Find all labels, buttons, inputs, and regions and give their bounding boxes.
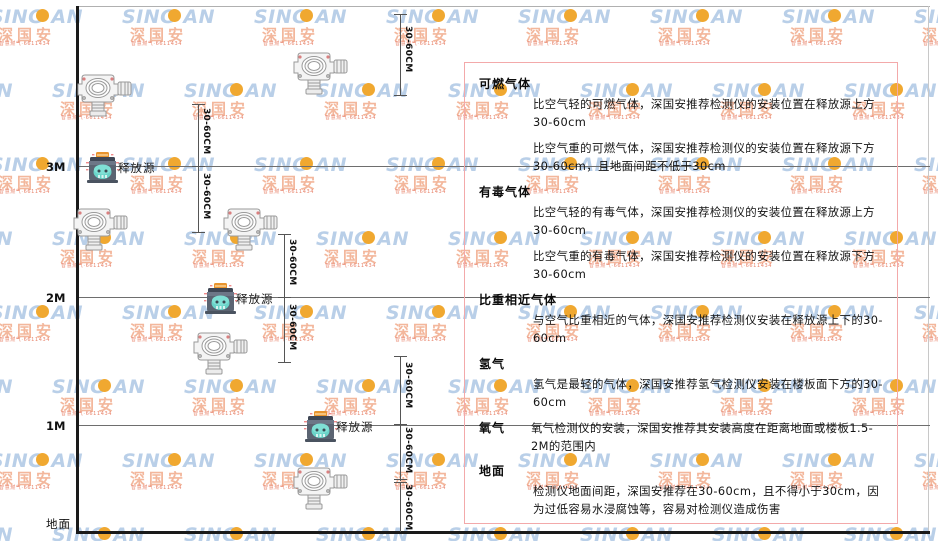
top-border-line [76,6,930,7]
panel-section-heading: 比重相近气体 [479,292,558,307]
level-label-3m: 3M [46,160,66,174]
dimension-label: 30-60CM [403,484,413,531]
panel-section-heading: 地面 [479,463,506,478]
dimension-label: 30-60CM [403,362,413,409]
dimension-label: 30-60CM [403,26,413,73]
level-line-2m [76,297,930,298]
release-source-label: 释放源 [118,161,156,175]
release-source-label: 释放源 [236,292,274,306]
panel-section-paragraph: 比空气重的有毒气体，深国安推荐检测仪的安装位置在释放源下方30-60cm [533,248,875,282]
panel-section-heading: 可燃气体 [479,77,532,91]
x-axis-ground [76,531,930,534]
dimension-label: 30-60CM [287,239,297,286]
release-source-label: 释放源 [336,420,374,434]
dimension-label: 30-60CM [403,427,413,474]
gas-detector-icon [70,202,132,256]
gas-detector-icon [290,46,352,100]
dimension-label: 30-60CM [287,304,297,351]
release-source-icon [204,283,238,319]
release-source-icon [304,411,338,447]
level-label-1m: 1M [46,419,66,433]
dimension-label: 30-60CM [201,108,211,155]
dimension-label: 30-60CM [201,173,211,220]
level-line-3m [76,166,930,167]
panel-section-paragraph: 比空气轻的有毒气体，深国安推荐检测仪的安装位置在释放源上方30-60cm [533,204,875,238]
level-label-2m: 2M [46,291,66,305]
level-line-1m [76,425,930,426]
right-border-line [928,6,929,534]
panel-section-heading: 氢气 [479,356,506,371]
recommendation-panel: 可燃气体 比空气轻的可燃气体，深国安推荐检测仪的安装位置在释放源上方30-60cm… [464,62,898,524]
gas-detector-icon [74,68,136,122]
panel-section-paragraph: 比空气重的可燃气体，深国安推荐检测仪的安装位置在释放源下方30-60cm，且地面… [533,140,875,174]
panel-section-paragraph: 检测仪地面间距，深国安推荐在30-60cm，且不得小于30cm，因为过低容易水浸… [533,483,880,517]
y-axis [76,6,79,534]
ground-label: 地面 [46,517,71,531]
gas-detector-icon [290,461,352,515]
gas-detector-icon [190,326,252,380]
panel-section: 氧气 氧气检测仪的安装，深国安推荐其安装高度在距离地面或楼板1.5-2M的范围内 [479,419,883,456]
panel-section-paragraph: 氧气检测仪的安装，深国安推荐其安装高度在距离地面或楼板1.5-2M的范围内 [531,420,874,454]
panel-section-paragraph: 氢气是最轻的气体，深国安推荐氢气检测仪安装在楼板面下方的30-60cm [533,376,883,410]
gas-detector-icon [220,202,282,256]
panel-section-heading: 氧气 [479,420,506,435]
panel-section-paragraph: 比空气轻的可燃气体，深国安推荐检测仪的安装位置在释放源上方30-60cm [533,97,875,130]
panel-section-heading: 有毒气体 [479,184,532,199]
release-source-icon [86,152,120,188]
panel-section-paragraph: 与空气比重相近的气体，深国安推荐检测仪安装在释放源上下的30-60cm [533,312,883,346]
